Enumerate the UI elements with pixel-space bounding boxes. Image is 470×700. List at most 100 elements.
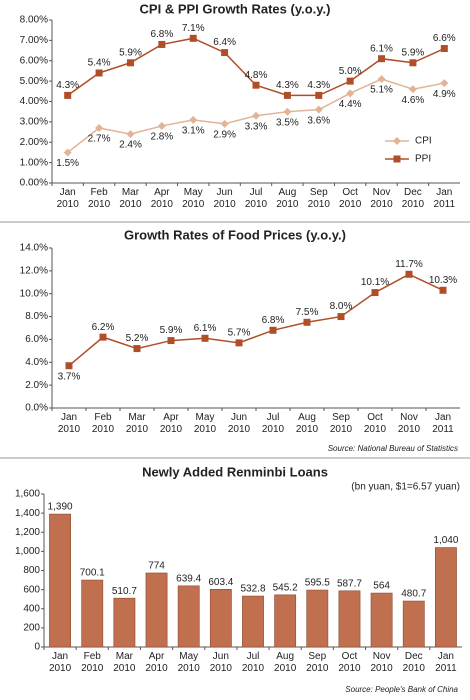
- value-label: 6.4%: [213, 37, 236, 48]
- marker: [283, 107, 292, 116]
- marker: [95, 69, 103, 77]
- value-label: 5.4%: [88, 58, 111, 69]
- marker: [221, 49, 229, 57]
- y-tick-label: 800: [23, 565, 40, 576]
- y-tick-label: 8.00%: [20, 15, 48, 26]
- value-label: 1,390: [48, 502, 73, 513]
- bar: [306, 589, 329, 648]
- marker: [303, 318, 311, 326]
- value-label: 3.3%: [245, 121, 268, 132]
- x-tick-label: Feb 2010: [81, 651, 104, 674]
- value-label: 7.1%: [182, 23, 205, 34]
- marker: [439, 286, 447, 294]
- x-tick-label: Nov 2010: [397, 412, 421, 435]
- x-tick-label: Jan 2010: [56, 187, 79, 210]
- value-label: 639.4: [176, 573, 201, 584]
- chart-title: Newly Added Renminbi Loans: [142, 464, 328, 479]
- bar: [113, 597, 136, 648]
- value-label: 6.6%: [433, 33, 456, 44]
- y-tick-label: 1,000: [15, 546, 40, 557]
- x-tick-label: May 2010: [193, 412, 217, 435]
- marker: [63, 148, 72, 157]
- chart-subtitle: (bn yuan, $1=6.57 yuan): [351, 482, 460, 493]
- value-label: 5.7%: [228, 327, 251, 338]
- value-label: 2.8%: [150, 132, 173, 143]
- value-label: 4.3%: [56, 80, 79, 91]
- y-tick-label: 600: [23, 584, 40, 595]
- x-tick-label: May 2010: [177, 651, 200, 674]
- marker: [440, 79, 449, 88]
- marker: [315, 91, 323, 99]
- value-label: 595.5: [305, 578, 330, 589]
- legend-marker: [393, 137, 401, 145]
- series-line: [68, 273, 444, 367]
- marker: [99, 333, 107, 341]
- marker: [167, 337, 175, 345]
- bar: [370, 592, 393, 648]
- value-label: 480.7: [401, 589, 426, 600]
- value-label: 6.1%: [370, 43, 393, 54]
- marker: [252, 81, 260, 89]
- marker: [378, 55, 386, 63]
- marker: [157, 121, 166, 130]
- x-tick-label: Jan 2011: [432, 412, 454, 435]
- value-label: 6.8%: [150, 29, 173, 40]
- x-tick-label: Jun 2010: [213, 187, 236, 210]
- value-label: 3.7%: [58, 371, 81, 382]
- value-label: 3.1%: [182, 125, 205, 136]
- bar: [145, 572, 168, 648]
- y-tick-label: 7.00%: [20, 35, 48, 46]
- marker: [235, 339, 243, 347]
- x-tick-label: Mar 2010: [119, 187, 142, 210]
- x-tick-label: Dec 2010: [402, 651, 425, 674]
- x-tick-label: Feb 2010: [91, 412, 115, 435]
- bar: [49, 513, 71, 648]
- marker: [158, 40, 166, 48]
- marker: [440, 45, 448, 53]
- value-label: 6.1%: [194, 323, 217, 334]
- x-tick-label: Sep 2010: [329, 412, 353, 435]
- value-label: 603.4: [208, 577, 233, 588]
- x-tick-label: Oct 2010: [363, 412, 387, 435]
- marker: [133, 345, 141, 353]
- value-label: 2.9%: [213, 130, 236, 141]
- bar: [81, 579, 104, 648]
- y-tick-label: 6.0%: [25, 334, 48, 345]
- x-tick-label: Jun 2010: [209, 651, 232, 674]
- x-tick-label: Jul 2010: [241, 651, 265, 674]
- value-label: 5.0%: [339, 66, 362, 77]
- chart-title: Growth Rates of Food Prices (y.o.y.): [124, 227, 346, 242]
- legend-label: PPI: [415, 154, 431, 165]
- bar: [274, 594, 297, 648]
- marker: [405, 270, 413, 278]
- value-label: 7.5%: [296, 307, 319, 318]
- marker: [126, 59, 134, 67]
- y-tick-label: 6.00%: [20, 55, 48, 66]
- value-label: 564: [373, 581, 390, 592]
- value-label: 1.5%: [56, 158, 79, 169]
- y-tick-label: 10.0%: [20, 288, 48, 299]
- y-tick-label: 1,600: [15, 489, 40, 500]
- x-tick-label: Jul 2010: [261, 412, 285, 435]
- y-tick-label: 4.0%: [25, 357, 48, 368]
- marker: [189, 34, 197, 42]
- marker: [220, 119, 229, 128]
- bar: [209, 588, 232, 648]
- value-label: 4.8%: [245, 70, 268, 81]
- y-tick-label: 0: [34, 642, 40, 653]
- value-label: 6.2%: [92, 322, 115, 333]
- value-label: 3.6%: [307, 115, 330, 126]
- source-note: Source: People's Bank of China: [345, 685, 458, 694]
- x-tick-label: Dec 2010: [401, 187, 425, 210]
- value-label: 4.3%: [276, 80, 299, 91]
- value-label: 5.1%: [370, 85, 393, 96]
- marker: [283, 91, 291, 99]
- marker: [126, 130, 135, 139]
- value-label: 10.3%: [429, 275, 457, 286]
- value-label: 774: [148, 561, 165, 572]
- value-label: 4.3%: [307, 80, 330, 91]
- value-label: 4.6%: [402, 95, 425, 106]
- marker: [252, 111, 260, 120]
